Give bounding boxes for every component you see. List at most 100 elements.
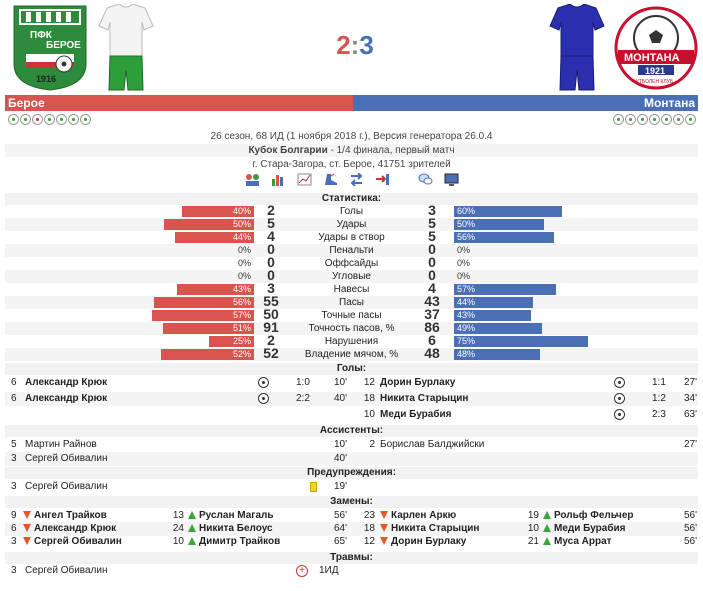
player-name[interactable]: Александр Крюк [25, 377, 108, 388]
player-in-label[interactable]: Руслан Магаль [199, 510, 274, 521]
injury-icon: + [296, 565, 308, 577]
assist-minute: 40' [333, 453, 347, 464]
player-in-name[interactable]: Руслан Магаль [188, 509, 274, 523]
home-stat-value: 3 [267, 280, 275, 296]
yellow-card-icon [310, 482, 317, 492]
tv-icon[interactable] [444, 173, 459, 186]
away-team-rating [613, 114, 696, 126]
player-name[interactable]: Сергей Обивалин [25, 481, 108, 492]
home-stat-pct: 0% [237, 245, 251, 255]
player-out-name[interactable]: Ангел Трайков [23, 509, 107, 523]
away-team-name[interactable]: Монтана [643, 96, 695, 110]
player-name[interactable]: Борислав Балджийски [380, 439, 485, 450]
home-stat-bar: 43% [176, 284, 254, 295]
away-stat-value: 4 [428, 280, 436, 296]
home-team-bar[interactable]: Берое [5, 95, 353, 111]
player-in-name[interactable]: Димитр Трайков [188, 535, 280, 549]
goal-minute: 27' [683, 377, 697, 388]
chat-icon[interactable] [418, 173, 433, 186]
away-stat-bar: 49% [454, 323, 542, 334]
goal-ball-icon [258, 393, 269, 404]
assist-row: 3 Сергей Обивалин 40' [5, 452, 698, 466]
away-stat-value: 5 [428, 228, 436, 244]
field-chart-icon[interactable] [297, 173, 312, 186]
player-name[interactable]: Сергей Обивалин [25, 453, 108, 464]
stat-label: Нарушения [324, 336, 379, 347]
away-logo-year: 1921 [645, 66, 665, 76]
player-in-label[interactable]: Рольф Фельчер [554, 510, 634, 521]
sub-out-icon [23, 537, 31, 546]
exit-icon[interactable] [375, 173, 390, 186]
player-out-name[interactable]: Никита Старыцин [380, 522, 479, 536]
goal-ball-icon [614, 393, 625, 404]
shoe-icon[interactable] [323, 173, 338, 186]
goals-list: 6 Александр Крюк 1:0 10' 12 Дорин Бурлаку 1:1 2… [0, 376, 703, 424]
away-stat-bar: 44% [454, 297, 533, 308]
players-icon[interactable] [245, 173, 260, 186]
player-out-label[interactable]: Ангел Трайков [34, 510, 107, 521]
player-name[interactable]: Никита Старыцин [380, 393, 469, 404]
player-out-label[interactable]: Карлен Аркю [391, 510, 457, 521]
player-name[interactable]: Мартин Райнов [25, 439, 97, 450]
home-stat-bar: 51% [162, 323, 254, 334]
player-number: 10 [172, 536, 184, 547]
goal-row: 6 Александр Крюк 1:0 10' 12 Дорин Бурлаку 1:1 2… [5, 376, 698, 390]
rating-ball-icon [613, 114, 624, 125]
player-number: 10 [527, 523, 539, 534]
player-in-name[interactable]: Муса Аррат [543, 535, 612, 549]
player-in-label[interactable]: Меди Бурабия [554, 523, 626, 534]
cup-link[interactable]: Кубок Болгарии [248, 145, 328, 156]
home-stat-value: 91 [263, 319, 279, 335]
away-stat-pct: 0% [457, 271, 471, 281]
player-in-name[interactable]: Рольф Фельчер [543, 509, 634, 523]
stat-row: 51% 91 Точность пасов, % 86 49% [5, 319, 698, 335]
player-in-name[interactable]: Меди Бурабия [543, 522, 625, 536]
player-in-label[interactable]: Муса Аррат [554, 536, 612, 547]
player-out-label[interactable]: Никита Старыцин [391, 523, 480, 534]
goal-minute: 63' [683, 409, 697, 420]
stat-label: Голы [339, 206, 364, 217]
score-separator: : [350, 30, 360, 60]
rating-ball-icon [661, 114, 672, 125]
goal-ball-icon [614, 377, 625, 388]
substitution-row: 3 Сергей Обивалин 10 Димитр Трайков 65' 12 Дор… [5, 535, 698, 549]
player-out-label[interactable]: Дорин Бурлаку [391, 536, 467, 547]
player-name[interactable]: Сергей Обивалин [25, 565, 108, 576]
goal-minute: 10' [333, 377, 347, 388]
sub-out-icon [23, 524, 31, 533]
player-out-name[interactable]: Александр Крюк [23, 522, 116, 536]
player-out-label[interactable]: Сергей Обивалин [34, 536, 122, 547]
player-in-name[interactable]: Никита Белоус [188, 522, 273, 536]
home-team-name[interactable]: Берое [8, 96, 45, 110]
injuries-heading: Травмы: [5, 552, 698, 564]
goal-ball-icon [614, 409, 625, 420]
player-out-name[interactable]: Карлен Аркю [380, 509, 456, 523]
player-number: 3 [11, 536, 17, 547]
player-number: 3 [11, 481, 17, 492]
stat-row: 52% 52 Владение мячом, % 48 48% [5, 346, 698, 361]
away-stat-bar: 75% [454, 336, 589, 347]
away-team-bar[interactable]: Монтана [353, 95, 698, 111]
home-stat-bar: 40% [182, 206, 254, 217]
player-in-label[interactable]: Никита Белоус [199, 523, 273, 534]
player-number: 12 [363, 377, 375, 388]
player-out-name[interactable]: Сергей Обивалин [23, 535, 122, 549]
sub-in-icon [543, 524, 551, 533]
player-number: 10 [363, 409, 375, 420]
goal-minute: 34' [683, 393, 697, 404]
home-team-logo[interactable]: ПФК БЕРОЕ 1916 [6, 4, 94, 91]
player-name[interactable]: Меди Бурабия [380, 409, 452, 420]
player-out-label[interactable]: Александр Крюк [34, 523, 117, 534]
player-number: 21 [527, 536, 539, 547]
substitution-icon[interactable] [349, 173, 364, 186]
player-number: 9 [11, 510, 17, 521]
away-team-logo[interactable]: МОНТАНА 1921 ФУТБОЛЕН КЛУБ [612, 4, 700, 91]
player-in-label[interactable]: Димитр Трайков [199, 536, 281, 547]
goal-row: 10 Меди Бурабия 2:3 63' [5, 408, 698, 422]
home-stat-pct: 0% [237, 258, 251, 268]
bar-chart-icon[interactable] [271, 173, 286, 186]
player-name[interactable]: Дорин Бурлаку [380, 377, 456, 388]
player-out-name[interactable]: Дорин Бурлаку [380, 535, 466, 549]
player-name[interactable]: Александр Крюк [25, 393, 108, 404]
rating-ball-icon [673, 114, 684, 125]
